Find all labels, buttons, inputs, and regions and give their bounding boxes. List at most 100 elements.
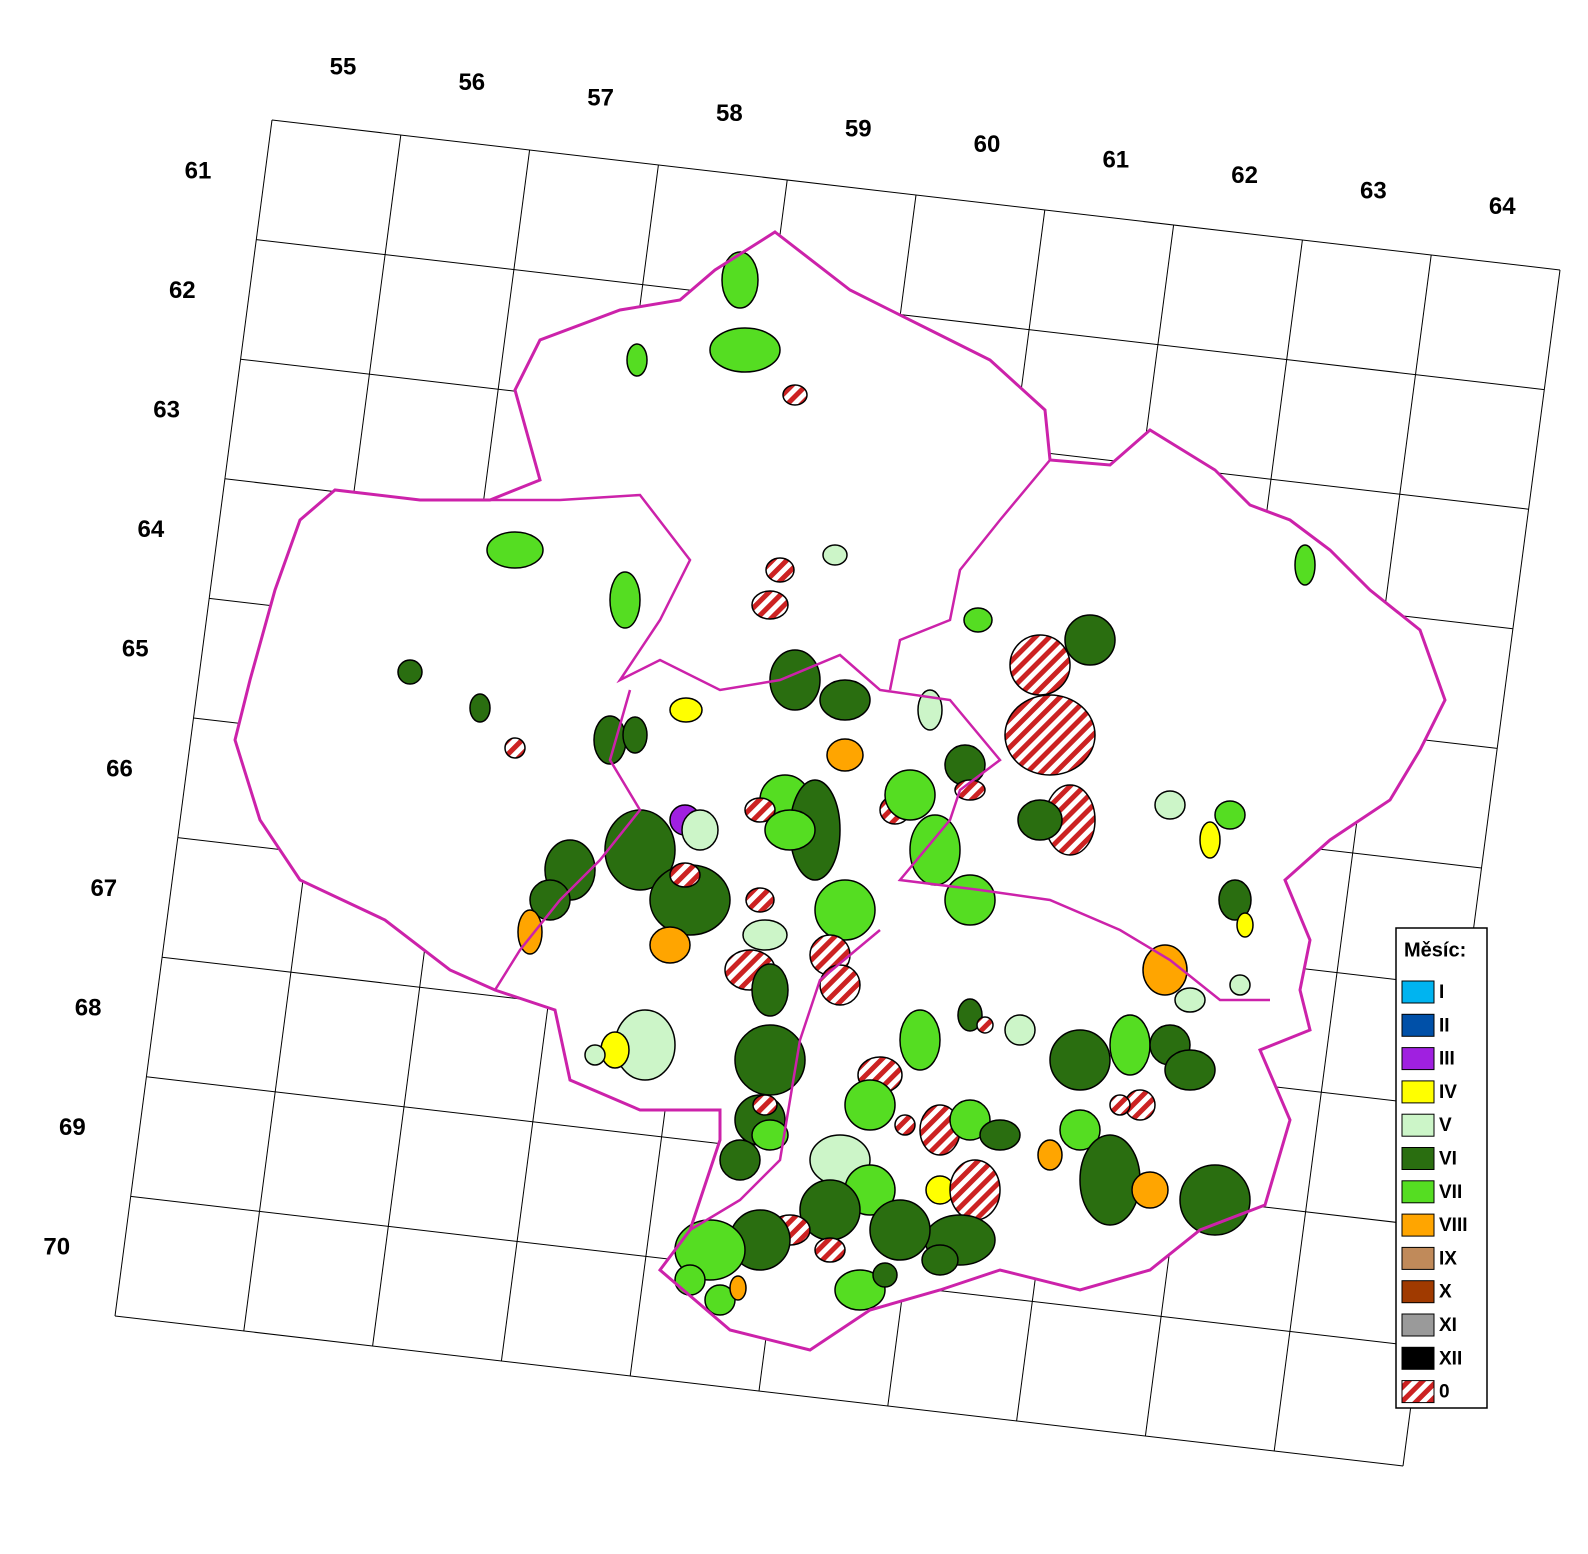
map-patch — [963, 607, 993, 633]
row-label: 63 — [153, 397, 180, 424]
row-label: 69 — [59, 1114, 86, 1141]
legend-label: VII — [1439, 1182, 1462, 1203]
column-label: 61 — [1102, 146, 1129, 173]
legend-swatch — [1401, 1313, 1435, 1337]
legend-swatch — [1401, 1280, 1435, 1304]
map-patch — [669, 862, 701, 888]
map-patch — [899, 1009, 941, 1071]
map-patch — [1004, 694, 1096, 776]
map-patch — [1164, 1049, 1216, 1091]
map-patch — [869, 1199, 931, 1261]
map-patch — [1004, 1014, 1036, 1046]
map-patch — [1037, 1139, 1063, 1171]
map-patch — [674, 1264, 706, 1296]
map-patch — [819, 679, 871, 721]
legend-swatch — [1401, 1047, 1435, 1071]
map-patch — [600, 1031, 630, 1069]
map-patch — [1154, 790, 1186, 820]
map-patch — [486, 531, 544, 569]
map-patch — [734, 1024, 806, 1096]
legend-swatch — [1401, 980, 1435, 1004]
map-patch — [921, 1244, 959, 1276]
legend-label: X — [1439, 1282, 1452, 1303]
map-patch — [1142, 944, 1188, 996]
column-label: 57 — [587, 84, 614, 111]
map-patch — [822, 544, 848, 566]
legend-swatch — [1401, 1380, 1435, 1404]
legend-swatch — [1401, 1213, 1435, 1237]
map-patch — [917, 689, 943, 731]
legend-swatch — [1401, 1013, 1435, 1037]
legend-label: XII — [1439, 1348, 1462, 1369]
row-label: 61 — [185, 157, 212, 184]
column-label: 62 — [1231, 162, 1258, 189]
row-label: 65 — [122, 636, 149, 663]
map-patch — [954, 779, 986, 801]
region-outline — [233, 230, 1447, 1352]
district-border — [493, 689, 642, 991]
map-patch — [1079, 1134, 1141, 1226]
legend-label: VIII — [1439, 1215, 1468, 1236]
map-patch — [1049, 1029, 1111, 1091]
district-border — [480, 493, 1270, 1002]
map-patch — [751, 590, 789, 620]
map-patch — [469, 693, 491, 723]
map-patch — [872, 1262, 898, 1288]
map-patch — [814, 1237, 846, 1263]
map-patch — [1131, 1171, 1169, 1209]
map-patch — [1009, 634, 1071, 696]
map-patch — [397, 659, 423, 685]
legend-swatch — [1401, 1346, 1435, 1370]
column-label: 59 — [845, 115, 872, 142]
legend-title: Měsíc: — [1404, 939, 1466, 961]
grid-line — [114, 1315, 1404, 1467]
legend-label: XI — [1439, 1315, 1457, 1336]
column-label: 60 — [974, 131, 1001, 158]
map-patch — [1174, 987, 1206, 1013]
region-fill — [235, 232, 1445, 1350]
map-patch — [1199, 821, 1221, 859]
legend-swatch — [1401, 1113, 1435, 1137]
map-patch — [719, 1139, 761, 1181]
legend-swatch — [1401, 1080, 1435, 1104]
row-label: 67 — [90, 875, 117, 902]
patches — [397, 251, 1316, 1316]
column-label: 58 — [716, 100, 743, 127]
map-patch — [1229, 974, 1251, 996]
map-patch — [944, 744, 986, 786]
legend-label: III — [1439, 1049, 1455, 1070]
map-patch — [819, 964, 861, 1006]
legend-swatch — [1401, 1246, 1435, 1270]
column-label: 64 — [1489, 193, 1516, 220]
legend-label: IV — [1439, 1082, 1457, 1103]
map-patch — [609, 571, 641, 629]
map-patch — [622, 716, 648, 754]
map-patch — [769, 649, 821, 711]
legend-label: 0 — [1439, 1382, 1450, 1403]
grid-line — [271, 119, 1561, 271]
district-border — [689, 929, 881, 1232]
map-patch — [751, 1119, 789, 1151]
row-label: 64 — [138, 516, 165, 543]
map-patch — [1214, 800, 1246, 830]
district-border — [888, 459, 1051, 691]
map-patch — [1109, 1094, 1131, 1116]
map-patch — [752, 1094, 778, 1116]
map-patch — [744, 797, 776, 823]
map-patch — [745, 887, 775, 913]
map-patch — [976, 1016, 994, 1034]
legend-swatch — [1401, 1180, 1435, 1204]
map-patch — [826, 738, 864, 772]
legend-label: IX — [1439, 1248, 1457, 1269]
column-label: 55 — [330, 53, 357, 80]
map-patch — [1236, 912, 1254, 938]
map-patch — [669, 697, 703, 723]
map-patch — [742, 919, 788, 951]
map-patch — [894, 1114, 916, 1136]
map-patch — [764, 809, 816, 851]
legend-label: II — [1439, 1015, 1450, 1036]
map-patch — [782, 384, 808, 406]
map-patch — [909, 814, 961, 886]
legend-label: I — [1439, 982, 1444, 1003]
